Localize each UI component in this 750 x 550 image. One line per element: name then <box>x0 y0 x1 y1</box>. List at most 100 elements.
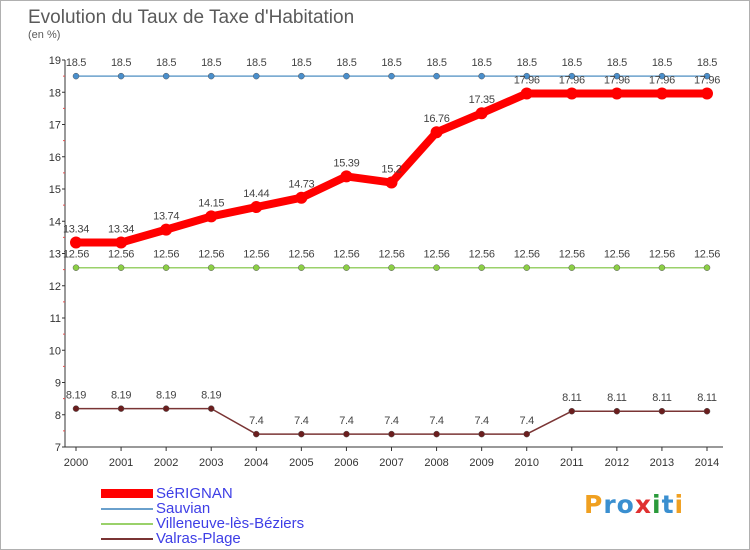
y-tick-label: 11 <box>50 313 61 325</box>
data-point <box>478 264 485 271</box>
data-point <box>478 72 485 80</box>
data-label: 12.56 <box>469 249 495 261</box>
data-point <box>433 264 440 271</box>
data-label: 7.4 <box>294 415 309 427</box>
data-label: 12.56 <box>243 249 269 261</box>
data-label: 7.4 <box>339 415 354 427</box>
legend-label: Sauvian <box>156 500 211 517</box>
data-point <box>613 407 621 415</box>
x-tick-label: 2010 <box>514 457 538 469</box>
data-label: 8.19 <box>66 390 86 402</box>
data-point <box>703 72 711 80</box>
data-point <box>205 210 218 223</box>
x-tick-label: 2009 <box>469 457 493 469</box>
data-label: 12.56 <box>288 249 314 261</box>
y-tick-label: 15 <box>49 184 61 196</box>
data-point <box>298 430 305 438</box>
legend-swatch <box>101 523 153 525</box>
legend-item: Sauvian <box>101 500 401 517</box>
data-label: 8.19 <box>156 390 176 402</box>
data-point <box>72 405 80 412</box>
x-tick-label: 2008 <box>424 457 448 469</box>
data-point <box>568 407 576 415</box>
data-point <box>343 72 350 80</box>
data-point <box>433 72 440 80</box>
data-point <box>565 87 578 100</box>
legend-item: SéRIGNAN <box>101 485 401 502</box>
data-point <box>160 223 173 236</box>
data-label: 14.15 <box>198 197 224 209</box>
y-tick-label: 8 <box>55 410 61 422</box>
data-point <box>72 72 80 80</box>
data-point <box>72 264 80 271</box>
data-label: 12.56 <box>604 249 630 261</box>
data-label: 8.11 <box>652 392 672 404</box>
data-label: 12.56 <box>333 249 359 261</box>
y-tick-label: 10 <box>49 345 61 357</box>
data-label: 17.96 <box>694 75 720 87</box>
data-point <box>388 264 395 271</box>
data-label: 13.34 <box>63 224 89 236</box>
data-point <box>207 405 215 412</box>
data-point <box>478 430 485 438</box>
data-label: 14.73 <box>288 179 314 191</box>
data-point <box>701 87 713 100</box>
data-label: 18.5 <box>426 57 446 69</box>
y-tick-label: 12 <box>49 281 61 293</box>
data-label: 7.4 <box>474 415 489 427</box>
data-point <box>340 170 353 183</box>
data-label: 18.5 <box>291 57 311 69</box>
data-point <box>613 264 621 271</box>
legend-swatch <box>101 508 153 510</box>
y-tick-label: 19 <box>49 55 61 67</box>
data-label: 18.5 <box>156 57 176 69</box>
brand-letter: t <box>661 490 675 519</box>
data-point <box>523 264 530 271</box>
data-point <box>520 87 533 100</box>
data-label: 12.56 <box>649 249 675 261</box>
data-point <box>703 264 711 271</box>
data-point <box>250 201 263 214</box>
data-point <box>703 407 711 415</box>
x-tick-label: 2011 <box>560 457 584 469</box>
data-label: 7.4 <box>249 415 264 427</box>
data-label: 12.56 <box>198 249 224 261</box>
y-tick-label: 9 <box>55 378 61 390</box>
data-point <box>253 430 260 438</box>
data-point <box>162 72 170 80</box>
x-tick-label: 2014 <box>695 457 719 469</box>
x-tick-label: 2006 <box>334 457 358 469</box>
data-point <box>162 405 170 412</box>
data-label: 12.56 <box>63 249 89 261</box>
unit-label: (en %) <box>28 29 61 41</box>
data-point <box>388 430 395 438</box>
data-label: 18.5 <box>562 57 582 69</box>
data-label: 15.2 <box>381 164 401 176</box>
x-tick-label: 2004 <box>244 457 268 469</box>
y-tick-label: 18 <box>49 87 61 99</box>
data-label: 12.56 <box>153 249 179 261</box>
legend-label: Villeneuve-lès-Béziers <box>156 515 305 532</box>
brand-letter: o <box>616 490 635 519</box>
y-tick-label: 17 <box>49 120 61 132</box>
data-point <box>207 72 215 80</box>
data-label: 13.74 <box>153 211 179 223</box>
chart-title: Evolution du Taux de Taxe d'Habitation <box>28 7 355 28</box>
data-point <box>253 264 260 271</box>
data-point <box>610 87 623 100</box>
legend-swatch <box>101 538 153 540</box>
brand-letter: P <box>584 490 604 519</box>
brand-letter: i <box>652 490 662 519</box>
data-label: 15.39 <box>333 157 359 169</box>
legend-swatch <box>101 489 153 498</box>
data-point <box>568 264 576 271</box>
data-point <box>162 264 170 271</box>
brand-letter: i <box>674 490 685 519</box>
data-label: 18.5 <box>517 57 537 69</box>
data-label: 13.34 <box>108 224 134 236</box>
data-point <box>298 264 305 271</box>
legend-label: Valras-Plage <box>156 530 241 547</box>
data-point <box>430 126 443 139</box>
data-label: 12.56 <box>694 249 720 261</box>
